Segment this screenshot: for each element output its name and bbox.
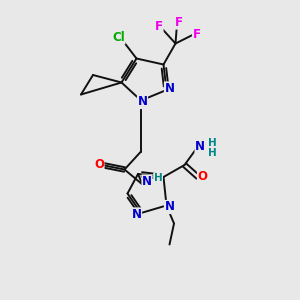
Text: F: F [175,16,182,29]
Text: Cl: Cl [112,31,125,44]
Text: N: N [137,95,148,109]
Text: H: H [208,137,217,148]
Text: O: O [197,170,208,184]
Text: H: H [208,148,217,158]
Text: F: F [155,20,163,34]
Text: N: N [131,208,142,221]
Text: F: F [193,28,200,41]
Text: N: N [142,175,152,188]
Text: O: O [94,158,104,172]
Text: H: H [154,173,163,183]
Text: N: N [164,200,175,214]
Text: N: N [164,82,175,95]
Text: N: N [195,140,205,154]
